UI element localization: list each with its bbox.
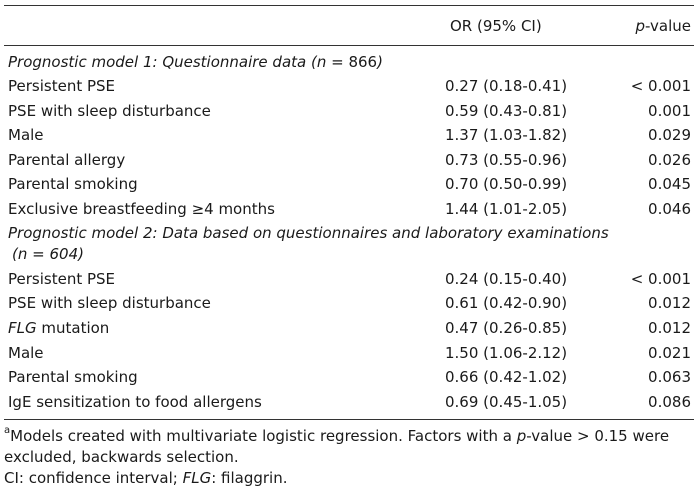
table-header: OR (95% CI) p-value [8, 14, 694, 38]
row-label-italic: FLG [8, 319, 37, 337]
table-row: Persistent PSE 0.27 (0.18-0.41) < 0.001 [8, 74, 694, 98]
table-row: Exclusive breastfeeding ≥4 months 1.44 (… [8, 197, 694, 221]
footnote-a-text2: -value > 0.15 were excluded, backwards s… [4, 427, 670, 466]
model1-title: Prognostic model 1: Questionnaire data (… [8, 52, 692, 73]
row-label: PSE with sleep disturbance [8, 102, 211, 120]
row-or: 0.69 (0.45-1.05) [445, 393, 568, 411]
row-or: 0.61 (0.42-0.90) [445, 294, 568, 312]
row-or: 0.70 (0.50-0.99) [445, 175, 568, 193]
header-p-rest: -value [645, 17, 691, 35]
row-or: 0.73 (0.55-0.96) [445, 151, 568, 169]
model2-n-value: = 604) [27, 245, 84, 263]
row-p: 0.026 [648, 151, 691, 169]
row-or: 0.47 (0.26-0.85) [445, 319, 568, 337]
row-p: < 0.001 [630, 270, 691, 288]
model1-title-close: ) [377, 53, 383, 71]
footnote-marker: a [4, 425, 11, 436]
model2-title-line2: (n = 604) [8, 244, 692, 265]
row-p: 0.012 [648, 294, 691, 312]
table-row: FLG mutation 0.47 (0.26-0.85) 0.012 [8, 316, 694, 340]
table-row: Male 1.50 (1.06-2.12) 0.021 [8, 341, 694, 365]
row-label: Parental smoking [8, 368, 138, 386]
row-label: Exclusive breastfeeding ≥4 months [8, 200, 275, 218]
row-label: Parental smoking [8, 175, 138, 193]
table-row: Male 1.37 (1.03-1.82) 0.029 [8, 123, 694, 147]
row-label: Parental allergy [8, 151, 126, 169]
row-p: 0.045 [648, 175, 691, 193]
row-or: 1.37 (1.03-1.82) [445, 126, 568, 144]
model2-open-paren: ( [12, 245, 18, 263]
row-label: PSE with sleep disturbance [8, 294, 211, 312]
table-row: Parental smoking 0.70 (0.50-0.99) 0.045 [8, 172, 694, 196]
header-p-value: p-value [635, 14, 691, 38]
abbr-text2: : filaggrin. [211, 469, 288, 487]
header-rule [4, 45, 694, 46]
row-p: 0.012 [648, 319, 691, 337]
row-label: IgE sensitization to food allergens [8, 393, 262, 411]
model1-n-label: n [316, 53, 327, 71]
table-row: PSE with sleep disturbance 0.59 (0.43-0.… [8, 99, 694, 123]
table-row: PSE with sleep disturbance 0.61 (0.42-0.… [8, 291, 694, 315]
row-or: 1.50 (1.06-2.12) [445, 344, 568, 362]
table-row: Parental smoking 0.66 (0.42-1.02) 0.063 [8, 365, 694, 389]
row-or: 0.24 (0.15-0.40) [445, 270, 568, 288]
table-row: Persistent PSE 0.24 (0.15-0.40) < 0.001 [8, 267, 694, 291]
row-p: < 0.001 [630, 77, 691, 95]
header-p-italic: p [635, 17, 646, 35]
abbr-italic: FLG [182, 469, 212, 487]
model2-title: Prognostic model 2: Data based on questi… [8, 223, 692, 265]
footnote-a-text1: Models created with multivariate logisti… [10, 427, 517, 445]
bottom-rule [4, 419, 694, 420]
row-p: 0.046 [648, 200, 691, 218]
header-or: OR (95% CI) [450, 17, 542, 35]
row-p: 0.021 [648, 344, 691, 362]
footnote-a-italic: p [516, 427, 527, 445]
row-or: 1.44 (1.01-2.05) [445, 200, 568, 218]
row-p: 0.086 [648, 393, 691, 411]
table-row: Parental allergy 0.73 (0.55-0.96) 0.026 [8, 148, 694, 172]
footnote-a: aModels created with multivariate logist… [4, 426, 694, 468]
top-rule [4, 5, 694, 6]
model1-title-text: Prognostic model 1: Questionnaire data ( [8, 53, 317, 71]
row-p: 0.001 [648, 102, 691, 120]
row-label: Male [8, 344, 44, 362]
row-or: 0.59 (0.43-0.81) [445, 102, 568, 120]
footnote-abbreviations: CI: confidence interval; FLG: filaggrin. [4, 468, 694, 489]
abbr-text1: CI: confidence interval; [4, 469, 183, 487]
row-p: 0.029 [648, 126, 691, 144]
row-or: 0.27 (0.18-0.41) [445, 77, 568, 95]
row-label-rest: mutation [36, 319, 110, 337]
row-p: 0.063 [648, 368, 691, 386]
row-label: Persistent PSE [8, 77, 116, 95]
row-label: FLG mutation [8, 316, 109, 340]
model2-n-label: n [17, 245, 28, 263]
row-label: Male [8, 126, 44, 144]
model1-n-value: = 866 [326, 53, 378, 71]
table-row: IgE sensitization to food allergens 0.69… [8, 390, 694, 414]
row-label: Persistent PSE [8, 270, 116, 288]
model2-title-line1: Prognostic model 2: Data based on questi… [8, 224, 609, 242]
row-or: 0.66 (0.42-1.02) [445, 368, 568, 386]
